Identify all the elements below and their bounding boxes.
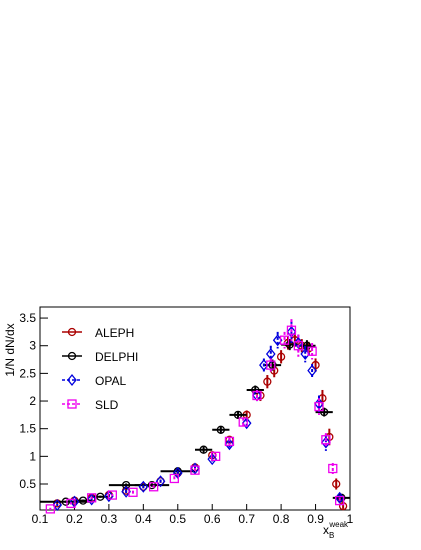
x-tick-label: 0.7: [238, 512, 255, 526]
x-tick-label: 0.8: [273, 512, 290, 526]
data-point: [155, 475, 166, 488]
data-point: [321, 436, 331, 449]
data-point: [307, 346, 317, 356]
data-point: [190, 465, 200, 475]
x-axis-title: xBweak: [323, 520, 349, 540]
data-point: [52, 498, 63, 512]
x-title-sub: B: [329, 531, 334, 540]
y-tick-label: 1: [29, 449, 36, 463]
data-point: [238, 417, 248, 427]
x-tick-label: 0.9: [307, 512, 324, 526]
x-tick-label: 0.3: [101, 512, 118, 526]
data-point: [302, 341, 312, 350]
data-point: [224, 438, 235, 451]
x-title-base: x: [323, 523, 329, 537]
data-point: [121, 480, 131, 490]
data-point: [190, 462, 200, 475]
y-tick-label: 2.5: [19, 366, 36, 380]
data-point: [307, 364, 317, 377]
x-tick-label: 0.5: [169, 512, 186, 526]
data-point: [328, 463, 338, 474]
data-point: [147, 480, 157, 490]
data-point: [138, 480, 149, 493]
legend-label: ALEPH: [95, 326, 134, 340]
data-point: [252, 390, 262, 401]
y-tick-label: 2: [29, 394, 36, 408]
data-point: [314, 401, 324, 412]
y-tick-label: 0.5: [19, 477, 36, 491]
y-tick-label: 3: [29, 339, 36, 353]
data-point: [276, 352, 286, 361]
y-tick-label: 1.5: [19, 422, 36, 436]
data-point: [266, 360, 276, 370]
data-point: [241, 417, 252, 430]
data-point: [332, 479, 341, 489]
data-point: [320, 407, 329, 417]
data-point: [321, 435, 331, 445]
data-point: [169, 473, 179, 484]
data-point: [107, 490, 117, 500]
legend-label: OPAL: [95, 374, 126, 388]
x-title-sup: weak: [328, 520, 349, 529]
legend-marker: [67, 327, 77, 337]
legend-label: SLD: [95, 398, 119, 412]
data-point: [335, 495, 345, 506]
data-point: [45, 504, 55, 514]
y-axis-title: 1/N dN/dx: [3, 323, 17, 376]
plot-frame: [39, 306, 351, 511]
legend-label: DELPHI: [95, 350, 138, 364]
legend-marker: [67, 373, 77, 387]
x-tick-label: 0.2: [66, 512, 83, 526]
data-point: [66, 498, 76, 509]
data-point: [128, 487, 138, 497]
data-point: [279, 335, 290, 345]
data-point: [207, 453, 218, 466]
data-point: [199, 445, 208, 454]
data-point: [293, 341, 303, 351]
data-point: [224, 436, 235, 447]
y-tick-label: 3.5: [19, 311, 36, 325]
data-point: [61, 497, 70, 506]
data-point: [78, 496, 88, 505]
x-tick-label: 1: [347, 512, 354, 526]
data-point: [233, 410, 243, 420]
data-point: [86, 493, 97, 506]
data-point: [216, 425, 225, 434]
data-point: [211, 451, 221, 461]
data-point: [87, 493, 97, 503]
data-point: [149, 482, 159, 492]
x-tick-label: 0.4: [135, 512, 152, 526]
legend-marker: [67, 399, 77, 409]
data-point: [286, 325, 297, 335]
x-tick-label: 0.6: [204, 512, 221, 526]
x-tick-label: 0.1: [32, 512, 49, 526]
data-point: [96, 492, 105, 501]
legend-marker: [67, 351, 77, 361]
data-point: [263, 377, 272, 386]
